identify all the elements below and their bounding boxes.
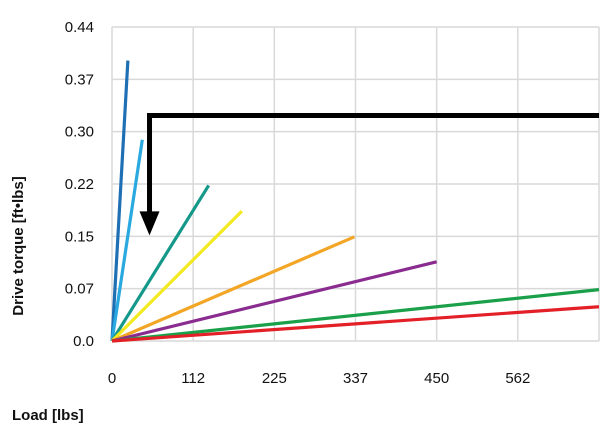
series-lines: [110, 60, 600, 343]
series-line-8: [111, 305, 600, 343]
x-axis-title: Load [lbs]: [12, 407, 84, 424]
y-tick-labels: 0.0 0.07 0.15 0.22 0.30 0.37 0.44: [65, 19, 94, 350]
series-line-4: [110, 209, 243, 343]
annotation-arrow: [139, 112, 599, 236]
arrow-path: [147, 112, 599, 214]
arrow-head-icon: [139, 211, 160, 236]
x-tick-label: 562: [505, 370, 530, 387]
x-tick-label: 337: [343, 370, 368, 387]
x-tick-label: 0: [108, 370, 116, 387]
y-tick-label: 0.22: [65, 176, 94, 193]
y-axis-title: Drive torque [ft•lbs]: [10, 176, 27, 315]
series-line-5: [111, 235, 356, 343]
series-line-7: [111, 288, 600, 343]
y-tick-label: 0.44: [65, 19, 94, 36]
x-tick-label: 450: [424, 370, 449, 387]
x-tick-labels: 0 112 225 337 450 562: [108, 370, 531, 387]
y-tick-label: 0.15: [65, 228, 94, 245]
series-line-1: [110, 60, 130, 342]
y-tick-label: 0.37: [65, 71, 94, 88]
series-line-2: [110, 139, 144, 342]
y-tick-label: 0.0: [73, 333, 94, 350]
grid: [111, 26, 600, 342]
x-tick-label: 112: [181, 370, 205, 387]
x-tick-label: 225: [262, 370, 287, 387]
series-line-3: [110, 184, 211, 342]
y-tick-label: 0.30: [65, 124, 94, 141]
series-line-6: [111, 260, 438, 343]
y-tick-label: 0.07: [65, 281, 94, 298]
